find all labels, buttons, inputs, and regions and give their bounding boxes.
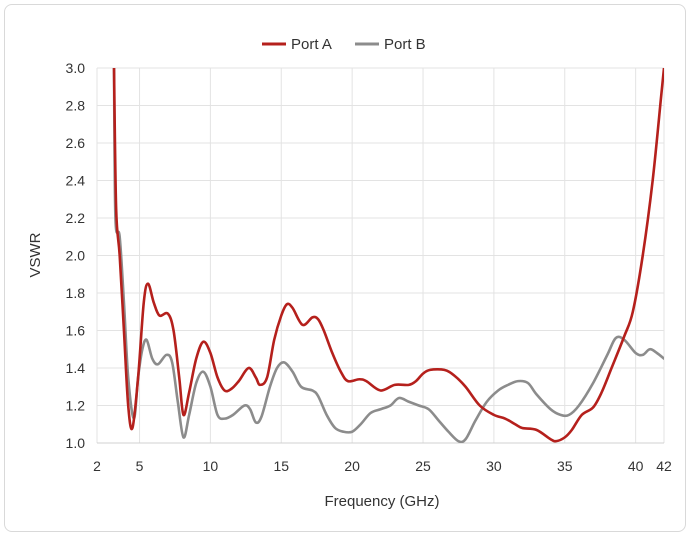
y-tick-label: 2.2 — [66, 210, 86, 226]
series-line-port-a — [112, 68, 664, 443]
x-tick-label: 25 — [415, 458, 431, 474]
legend-label: Port A — [291, 36, 332, 53]
y-tick-label: 2.0 — [66, 248, 86, 264]
y-tick-label: 1.6 — [66, 323, 86, 339]
x-tick-label: 5 — [136, 458, 144, 474]
series-group — [112, 68, 664, 443]
y-tick-label: 2.4 — [66, 173, 86, 189]
x-tick-label: 2 — [93, 458, 101, 474]
y-tick-label: 1.8 — [66, 285, 86, 301]
y-tick-label: 2.8 — [66, 98, 86, 114]
x-tick-label: 35 — [557, 458, 573, 474]
grid-lines — [96, 67, 665, 444]
legend-item-port-a[interactable]: Port A — [262, 36, 332, 53]
x-tick-label: 10 — [203, 458, 219, 474]
legend-item-port-b[interactable]: Port B — [355, 36, 426, 53]
x-tick-label: 42 — [656, 458, 672, 474]
series-line-port-b — [112, 68, 664, 443]
y-axis-title: VSWR — [27, 232, 44, 277]
y-tick-label: 1.4 — [66, 360, 86, 376]
x-tick-label: 40 — [628, 458, 644, 474]
y-tick-label: 2.6 — [66, 135, 86, 151]
legend-label: Port B — [384, 36, 426, 53]
y-tick-label: 1.2 — [66, 398, 86, 414]
chart-card — [4, 4, 686, 532]
x-axis-title: Frequency (GHz) — [324, 493, 439, 510]
x-tick-label: 20 — [344, 458, 360, 474]
y-tick-labels: 1.0 1.2 1.4 1.6 1.8 2.0 2.2 2.4 2.6 2.8 3.0 — [66, 60, 86, 451]
legend[interactable]: Port A Port B — [262, 36, 426, 53]
y-tick-label: 1.0 — [66, 435, 86, 451]
x-tick-label: 15 — [273, 458, 289, 474]
x-tick-labels: 2 5 10 15 20 25 30 35 40 42 — [93, 458, 672, 474]
y-tick-label: 3.0 — [66, 60, 86, 76]
x-tick-label: 30 — [486, 458, 502, 474]
